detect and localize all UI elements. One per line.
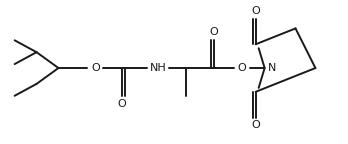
Text: O: O [209,27,218,37]
Text: O: O [251,6,260,16]
Text: O: O [251,121,260,130]
Text: O: O [118,99,127,109]
Text: O: O [91,63,100,73]
Text: N: N [267,63,276,73]
Text: NH: NH [150,63,166,73]
Text: O: O [237,63,246,73]
